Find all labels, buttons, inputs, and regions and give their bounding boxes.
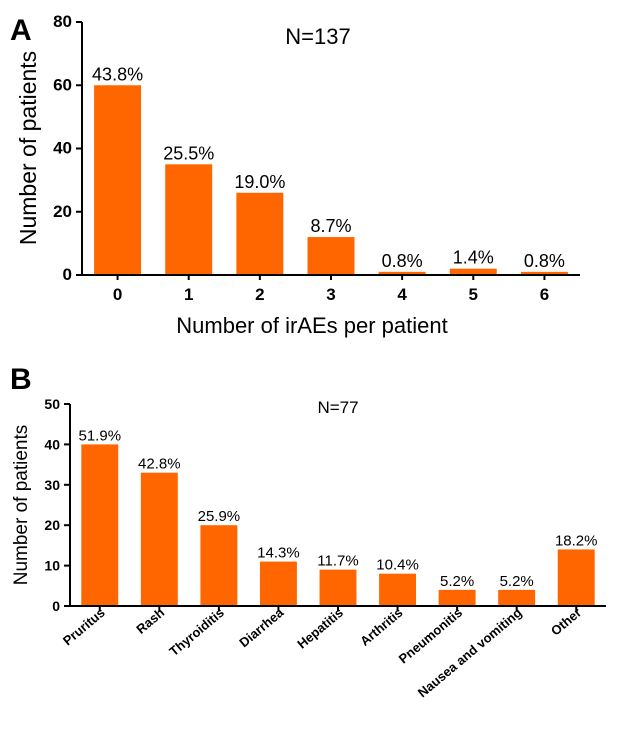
bar	[438, 589, 476, 606]
panel-b-y-axis-label: Number of patients	[11, 425, 32, 586]
data-label: 0.8%	[524, 251, 565, 271]
panel-a-bar-chart: A N=137 Number of patients Number of irA…	[10, 12, 580, 338]
y-tick-label: 60	[53, 75, 72, 94]
y-tick-label: 0	[52, 598, 60, 614]
y-tick-label: 40	[44, 436, 60, 452]
panel-b-bars	[81, 444, 595, 606]
data-label: 5.2%	[440, 573, 474, 590]
data-label: 25.5%	[163, 143, 214, 163]
y-tick-label: 40	[53, 139, 72, 158]
panel-a-x-axis-label: Number of irAEs per patient	[176, 313, 447, 338]
y-tick-label: 20	[53, 202, 72, 221]
x-tick-label: 0	[113, 285, 122, 304]
y-tick-label: 30	[44, 477, 60, 493]
y-tick-label: 50	[44, 396, 60, 412]
bar	[236, 192, 284, 275]
panel-b-letter: B	[10, 363, 32, 396]
panel-a-sample-size: N=137	[285, 24, 350, 49]
data-label: 10.4%	[376, 557, 419, 574]
data-label: 0.8%	[382, 251, 423, 271]
bar	[520, 271, 568, 275]
y-tick-label: 80	[53, 12, 72, 31]
bar	[200, 525, 238, 606]
bar	[259, 561, 297, 606]
x-tick-label: Rash	[133, 605, 167, 637]
bar	[94, 85, 142, 275]
x-tick-label: 2	[255, 285, 264, 304]
bar	[557, 549, 595, 606]
data-label: 1.4%	[453, 248, 494, 268]
panel-a-bars	[94, 85, 568, 275]
data-label: 18.2%	[555, 532, 598, 549]
data-label: 25.9%	[198, 508, 241, 525]
x-tick-label: Nausea and vomiting	[415, 605, 525, 701]
x-tick-label: Thyroiditis	[166, 605, 227, 659]
panel-a-axes	[81, 22, 580, 276]
x-tick-label: 5	[469, 285, 478, 304]
y-tick-label: 0	[63, 265, 72, 284]
bar	[498, 589, 536, 606]
x-tick-label: 6	[540, 285, 549, 304]
panel-a-y-ticks: 0 20 40 60 80	[53, 12, 82, 284]
x-tick-label: 3	[326, 285, 335, 304]
x-tick-label: Pruritus	[60, 605, 108, 649]
panel-a-data-labels: 43.8% 25.5% 19.0% 8.7% 0.8% 1.4% 0.8%	[92, 64, 565, 271]
panel-b-bar-chart: B N=77 Number of patients 0 10 20 30 40 50 51…	[10, 363, 606, 700]
data-label: 14.3%	[257, 545, 300, 562]
data-label: 43.8%	[92, 64, 143, 84]
x-tick-label: Hepatitis	[294, 605, 346, 652]
data-label: 11.7%	[317, 553, 358, 570]
data-label: 8.7%	[310, 216, 351, 236]
x-tick-label: 1	[184, 285, 193, 304]
x-tick-label: Diarrhea	[236, 604, 287, 650]
panel-a-y-axis-label: Number of patients	[15, 51, 41, 245]
panel-b-y-ticks: 0 10 20 30 40 50	[44, 396, 70, 614]
bar	[81, 444, 119, 606]
panel-b-axes	[69, 404, 606, 607]
bar	[307, 237, 355, 275]
x-tick-label: 4	[397, 285, 407, 304]
bar	[379, 573, 417, 606]
panel-b-x-ticks: Pruritus Rash Thyroiditis Diarrhea Hepatitis…	[60, 604, 584, 700]
y-tick-label: 10	[44, 558, 60, 574]
data-label: 51.9%	[79, 427, 122, 444]
bar	[165, 164, 213, 275]
bar	[449, 268, 497, 275]
bar	[319, 569, 357, 606]
bar	[140, 472, 178, 606]
data-label: 42.8%	[138, 456, 181, 473]
x-tick-label: Other	[548, 605, 584, 639]
y-tick-label: 20	[44, 517, 60, 533]
x-tick-label: Arthritis	[357, 605, 405, 649]
data-label: 5.2%	[500, 573, 534, 590]
panel-b-sample-size: N=77	[317, 398, 358, 417]
panel-a-x-ticks: 0 1 2 3 4 5 6	[113, 275, 549, 304]
panel-b-data-labels: 51.9% 42.8% 25.9% 14.3% 11.7% 10.4% 5.2% 5.2% 18…	[79, 427, 598, 589]
bar	[378, 271, 426, 275]
data-label: 19.0%	[234, 172, 285, 192]
panel-a-letter: A	[10, 14, 32, 47]
